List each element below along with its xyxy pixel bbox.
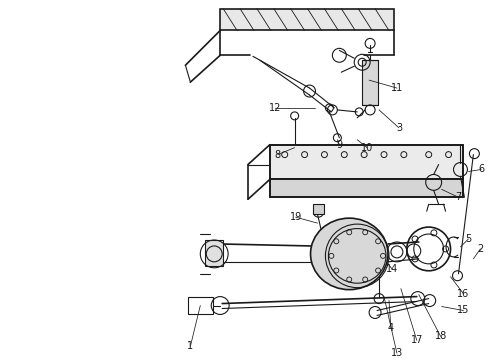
- Text: 15: 15: [457, 306, 469, 315]
- Text: 11: 11: [391, 83, 403, 93]
- Ellipse shape: [311, 218, 388, 290]
- Text: 8: 8: [275, 150, 281, 159]
- Text: 19: 19: [290, 212, 302, 222]
- Bar: [362, 60, 378, 105]
- Text: 3: 3: [396, 123, 402, 133]
- Bar: [205, 240, 223, 266]
- Bar: [270, 145, 464, 179]
- Bar: [270, 179, 464, 197]
- Text: 5: 5: [466, 234, 471, 244]
- Text: 7: 7: [455, 192, 462, 202]
- Text: 14: 14: [386, 264, 398, 274]
- Text: 12: 12: [269, 103, 281, 113]
- Bar: [270, 145, 464, 179]
- Text: 2: 2: [477, 244, 484, 254]
- Bar: [270, 179, 464, 197]
- Text: 13: 13: [391, 348, 403, 358]
- Bar: [188, 297, 213, 315]
- Bar: [313, 204, 324, 214]
- Text: 10: 10: [361, 143, 373, 153]
- Text: 4: 4: [388, 323, 394, 333]
- Text: 6: 6: [478, 165, 485, 175]
- Text: 17: 17: [411, 335, 423, 345]
- Text: 9: 9: [336, 140, 343, 150]
- Text: 18: 18: [435, 331, 447, 341]
- Bar: [220, 9, 394, 31]
- Text: 1: 1: [187, 341, 194, 351]
- Text: 16: 16: [457, 289, 469, 298]
